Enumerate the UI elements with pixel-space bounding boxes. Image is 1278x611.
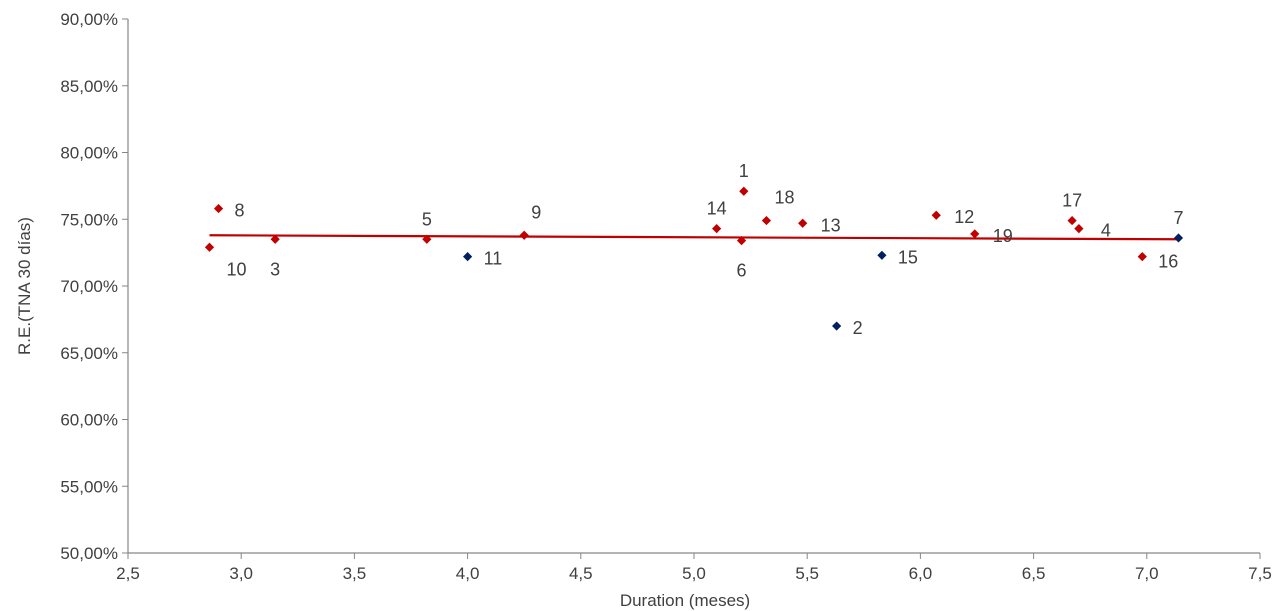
x-tick-label: 2,5 [116, 564, 140, 583]
point-label: 17 [1062, 191, 1082, 211]
x-tick-label: 6,5 [1022, 564, 1046, 583]
x-axis-title: Duration (meses) [620, 591, 750, 610]
point-label: 14 [707, 199, 727, 219]
point-label: 15 [898, 247, 918, 267]
point-label: 19 [993, 226, 1013, 246]
x-tick-label: 6,0 [909, 564, 933, 583]
x-tick-label: 3,0 [229, 564, 253, 583]
data-point [712, 223, 722, 234]
point-label: 10 [227, 259, 247, 279]
point-label: 4 [1101, 221, 1111, 241]
data-point [204, 242, 215, 252]
y-tick-label: 60,00% [60, 411, 118, 430]
y-tick-label: 75,00% [60, 210, 118, 229]
data-point [213, 203, 224, 214]
x-tick-label: 7,5 [1248, 564, 1272, 583]
data-point [422, 234, 432, 244]
point-label: 8 [235, 201, 245, 221]
x-tick-label: 5,5 [795, 564, 819, 583]
trendline [209, 234, 1179, 241]
tick-labels: 50,00% 55,00% 60,00% 65,00% 70,00% 75,00% 80,0… [60, 10, 1271, 583]
data-point [1067, 215, 1077, 226]
axes [122, 18, 1261, 559]
data-point [931, 210, 941, 220]
data-point [1173, 233, 1184, 243]
point-label: 18 [774, 188, 794, 208]
point-label: 16 [1158, 252, 1178, 272]
data-point [798, 218, 808, 228]
point-label: 9 [531, 202, 541, 222]
point-label: 5 [422, 209, 432, 229]
x-tick-label: 3,5 [343, 564, 367, 583]
y-tick-label: 80,00% [60, 144, 118, 163]
data-point [739, 186, 749, 196]
y-tick-label: 55,00% [60, 477, 118, 496]
data-point [519, 230, 529, 240]
point-label: 3 [270, 259, 280, 279]
y-tick-label: 70,00% [60, 277, 118, 296]
data-points [204, 186, 1184, 331]
x-tick-label: 7,0 [1135, 564, 1159, 583]
y-tick-label: 50,00% [60, 544, 118, 563]
point-label: 13 [821, 215, 841, 235]
data-point [463, 252, 473, 262]
data-point [761, 215, 772, 226]
data-point [1137, 252, 1147, 262]
x-tick-label: 4,0 [456, 564, 480, 583]
x-tick-label: 4,5 [569, 564, 593, 583]
y-axis-title: R.E.(TNA 30 días) [15, 217, 34, 355]
data-point [270, 234, 280, 244]
data-point [877, 250, 887, 260]
point-label: 2 [853, 318, 863, 338]
y-tick-label: 85,00% [60, 77, 118, 96]
data-point [1074, 223, 1084, 234]
point-label: 7 [1173, 208, 1183, 228]
point-label: 12 [954, 207, 974, 227]
y-tick-label: 65,00% [60, 344, 118, 363]
point-label: 6 [737, 261, 747, 281]
trendline-group [209, 234, 1179, 241]
x-tick-label: 5,0 [682, 564, 706, 583]
data-point [970, 229, 980, 239]
y-tick-label: 90,00% [60, 10, 118, 29]
data-point [832, 321, 842, 331]
point-label: 1 [739, 161, 749, 181]
point-label: 11 [484, 249, 503, 269]
data-point [736, 236, 747, 246]
